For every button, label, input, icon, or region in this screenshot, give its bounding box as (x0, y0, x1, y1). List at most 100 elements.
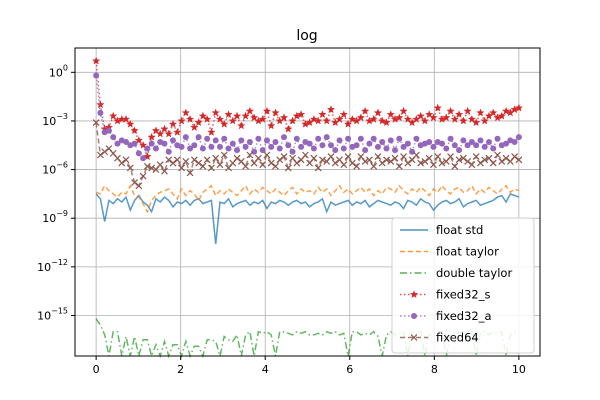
data-point-fixed32-s (198, 111, 208, 120)
data-point-fixed32-a (387, 137, 394, 144)
data-point-fixed32-s (202, 114, 212, 123)
data-point-fixed32-a (259, 147, 266, 154)
data-point-fixed32-s (138, 140, 148, 149)
data-point-fixed32-s (91, 56, 101, 65)
data-point-fixed32-a (315, 135, 322, 142)
data-point-fixed32-a (396, 135, 403, 142)
data-point-fixed32-s (215, 114, 225, 123)
data-point-fixed64 (383, 156, 390, 164)
data-point-fixed32-s (296, 110, 306, 118)
data-point-fixed32-a (319, 142, 326, 149)
data-point-fixed64 (242, 162, 250, 170)
data-point-fixed64 (434, 153, 442, 161)
data-point-fixed32-a (191, 142, 198, 149)
data-point-fixed64 (182, 158, 190, 165)
data-point-fixed64 (263, 151, 271, 159)
data-point-fixed64 (395, 162, 403, 170)
data-point-fixed32-s (326, 105, 336, 114)
data-point-fixed32-a (268, 143, 275, 150)
series-fixed32-a (93, 72, 522, 162)
series-line-fixed32-a (95, 75, 520, 160)
data-point-fixed32-a (473, 142, 480, 149)
data-point-fixed32-s (314, 116, 323, 125)
data-point-fixed32-s (356, 113, 366, 122)
data-point-fixed32-s (425, 110, 434, 118)
data-point-fixed64 (301, 151, 309, 159)
data-point-fixed64 (148, 164, 156, 172)
data-point-fixed32-a (135, 150, 142, 157)
data-point-fixed32-a (515, 134, 522, 141)
data-point-fixed64 (161, 167, 168, 175)
data-point-fixed32-s (147, 132, 156, 141)
data-point-fixed64 (498, 158, 506, 165)
data-point-fixed32-a (93, 72, 100, 79)
data-point-fixed32-a (234, 147, 241, 154)
data-point-fixed32-s (429, 113, 438, 122)
data-point-fixed32-s (249, 113, 259, 122)
series-line-float-std (95, 192, 520, 245)
y-tick-label: 10−9 (42, 209, 68, 225)
data-point-fixed32-a (255, 135, 262, 142)
legend-marker-fixed32-s (409, 290, 419, 299)
data-point-fixed64 (425, 154, 433, 162)
data-point-fixed32-s (476, 108, 485, 117)
data-point-fixed32-a (439, 140, 446, 147)
data-point-fixed32-a (477, 137, 484, 144)
data-point-fixed32-a (366, 140, 373, 147)
data-point-fixed32-s (489, 108, 498, 117)
data-point-fixed32-a (204, 135, 211, 142)
data-point-fixed32-s (173, 127, 182, 136)
data-point-fixed32-a (225, 145, 232, 152)
data-point-fixed32-a (481, 143, 488, 150)
data-point-fixed32-s (211, 108, 220, 117)
series-fixed64 (92, 119, 523, 190)
chart-title: log (296, 28, 317, 44)
data-point-fixed32-a (242, 143, 249, 150)
data-point-fixed32-a (161, 140, 168, 147)
data-point-fixed32-s (446, 106, 455, 115)
y-tick-label: 10−15 (37, 306, 68, 322)
data-point-fixed32-s (399, 106, 408, 115)
data-point-fixed64 (361, 158, 369, 165)
data-point-fixed64 (511, 153, 519, 161)
data-point-fixed64 (327, 153, 335, 161)
data-point-fixed32-a (400, 143, 407, 150)
data-point-fixed32-s (420, 116, 430, 125)
legend-label-float-taylor: float taylor (436, 245, 499, 259)
data-point-fixed32-s (288, 116, 297, 125)
data-point-fixed32-s (369, 114, 378, 123)
data-point-fixed32-s (373, 108, 383, 117)
data-point-fixed64 (421, 158, 429, 165)
data-point-fixed32-a (383, 145, 390, 152)
data-point-fixed64 (400, 153, 407, 161)
data-point-fixed64 (276, 156, 284, 164)
data-point-fixed64 (331, 159, 339, 167)
data-point-fixed32-s (284, 124, 293, 133)
data-point-fixed32-s (232, 111, 242, 120)
data-point-fixed64 (489, 159, 497, 167)
data-point-fixed64 (387, 158, 395, 165)
data-point-fixed64 (169, 159, 177, 167)
data-point-fixed32-a (332, 147, 339, 154)
data-point-fixed32-s (224, 110, 233, 118)
data-point-fixed64 (259, 161, 267, 169)
data-point-fixed32-a (289, 148, 296, 155)
data-point-fixed32-a (345, 135, 352, 142)
data-point-fixed64 (212, 154, 220, 162)
data-point-fixed32-a (182, 134, 189, 141)
data-point-fixed64 (340, 161, 348, 169)
data-point-fixed64 (254, 154, 262, 162)
data-point-fixed64 (118, 159, 126, 167)
data-point-fixed64 (481, 156, 489, 164)
data-point-fixed32-s (416, 111, 425, 120)
data-point-fixed32-a (293, 135, 300, 142)
data-point-fixed32-a (357, 135, 364, 142)
data-point-fixed32-a (140, 155, 147, 162)
data-point-fixed32-s (126, 119, 135, 128)
data-point-fixed32-a (485, 139, 492, 146)
data-point-fixed32-a (353, 142, 360, 149)
data-point-fixed32-a (370, 135, 377, 142)
y-tick-label: 10−3 (42, 112, 68, 128)
data-point-fixed64 (515, 156, 523, 164)
